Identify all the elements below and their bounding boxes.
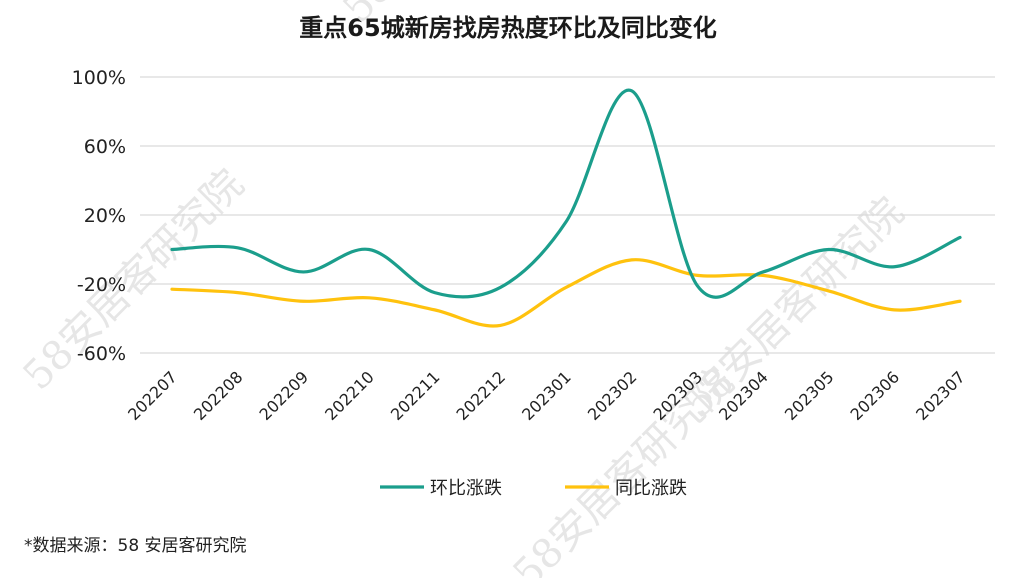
watermark-text: 58安居客研究院: [15, 161, 253, 399]
legend-label: 环比涨跌: [430, 478, 502, 499]
x-axis-ticks: 202207 202208 202209 202210 202211 202212 2023…: [124, 367, 969, 424]
series-line-hb: [170, 88, 962, 299]
x-tick-label: 202207: [124, 367, 181, 424]
x-tick-label: 202301: [518, 367, 575, 424]
legend: 环比涨跌 同比涨跌: [380, 478, 687, 499]
chart-title: 重点65城新房找房热度环比及同比变化: [299, 14, 717, 42]
x-tick-label: 202211: [387, 367, 444, 424]
grid-lines: [140, 76, 995, 354]
x-tick-label: 202302: [584, 367, 641, 424]
x-tick-label: 202305: [781, 367, 838, 424]
source-note: *数据来源：58 安居客研究院: [24, 536, 247, 556]
x-tick-label: 202307: [912, 367, 969, 424]
x-tick-label: 202208: [190, 367, 247, 424]
x-tick-label: 202210: [321, 367, 378, 424]
y-tick-label: -20%: [77, 274, 126, 296]
watermark-text: 58安居客研究院: [335, 0, 573, 32]
y-axis-ticks: 100% 60% 20% -20% -60%: [72, 67, 126, 365]
y-tick-label: -60%: [77, 343, 126, 365]
legend-label: 同比涨跌: [615, 478, 687, 499]
y-tick-label: 20%: [84, 205, 126, 227]
x-tick-label: 202209: [256, 367, 313, 424]
y-tick-label: 100%: [72, 67, 126, 89]
y-tick-label: 60%: [84, 136, 126, 158]
x-tick-label: 202212: [453, 367, 510, 424]
series-lines: [170, 88, 962, 328]
series-line-tb: [170, 258, 962, 328]
x-tick-label: 202306: [847, 367, 904, 424]
